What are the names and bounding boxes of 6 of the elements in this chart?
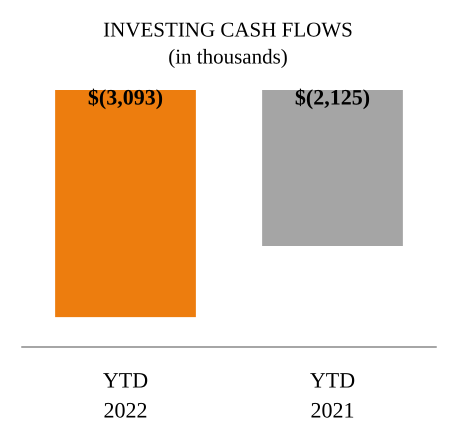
data-label: $(3,093): [88, 84, 164, 110]
chart-subtitle: (in thousands): [168, 44, 288, 68]
data-label: $(2,125): [294, 84, 370, 110]
chart-title: INVESTING CASH FLOWS: [103, 18, 353, 42]
x-tick-label: YTD 2022: [102, 368, 148, 422]
x-tick-label: YTD 2021: [310, 368, 356, 422]
